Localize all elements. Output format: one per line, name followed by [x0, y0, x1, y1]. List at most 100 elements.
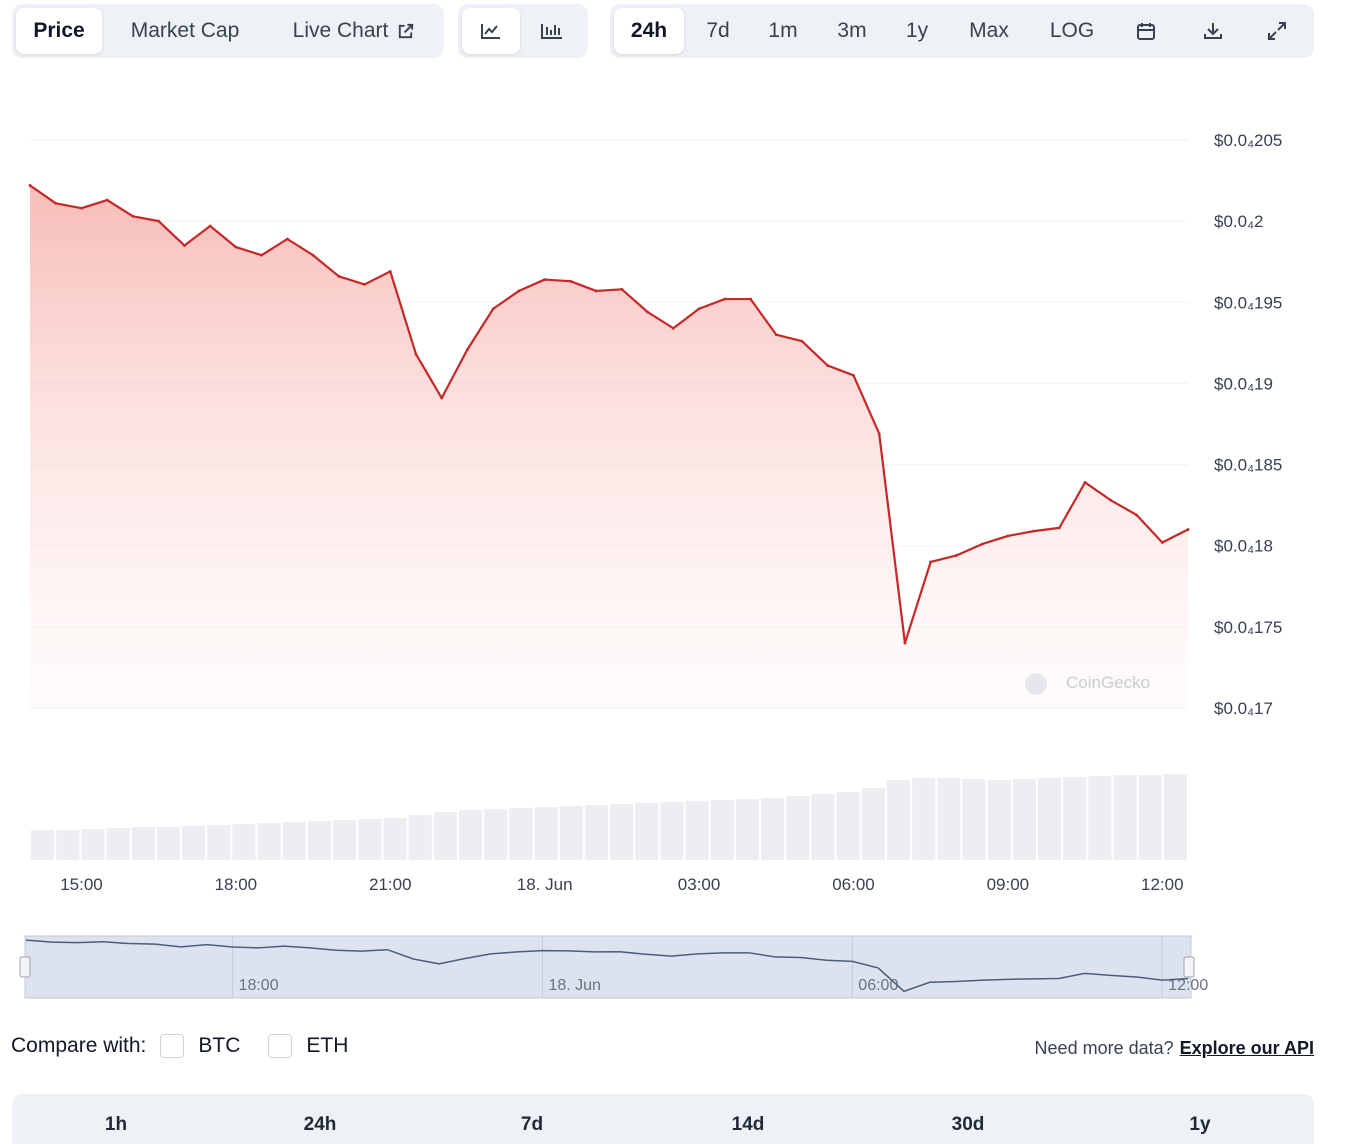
y-tick-label: $0.0₄2	[1214, 212, 1263, 231]
navigator-handle-left[interactable]	[19, 956, 31, 978]
range-1y[interactable]: 1y	[890, 8, 944, 54]
navigator-handle-right[interactable]	[1183, 956, 1195, 978]
download-button[interactable]	[1182, 8, 1244, 54]
price-point	[157, 219, 161, 223]
external-link-icon	[396, 22, 415, 41]
x-tick-label: 15:00	[60, 875, 103, 894]
perf-tab-30d[interactable]: 30d	[951, 1114, 985, 1135]
price-point	[1160, 541, 1164, 544]
price-point	[517, 289, 521, 293]
volume-bar	[106, 828, 130, 860]
volume-bar	[735, 799, 760, 860]
price-point	[54, 201, 58, 205]
compare-label: Compare with:	[11, 1034, 147, 1057]
volume-bar	[962, 779, 986, 860]
perf-tab-1h[interactable]: 1h	[104, 1114, 128, 1135]
navigator-tick-label: 12:00	[1168, 977, 1208, 994]
price-point	[105, 198, 109, 202]
navigator-tick-label: 06:00	[858, 977, 898, 994]
calendar-icon	[1136, 21, 1156, 41]
volume-bar	[458, 810, 483, 860]
price-point	[234, 245, 238, 249]
price-chart[interactable]: $0.0₄205 $0.0₄2 $0.0₄195 $0.0₄19 $0.0₄185 $0.…	[0, 60, 1354, 1010]
range-24h[interactable]: 24h	[614, 8, 684, 54]
price-point	[594, 289, 598, 293]
log-scale-toggle[interactable]: LOG	[1034, 8, 1110, 54]
price-point	[131, 214, 135, 218]
price-point	[543, 278, 547, 281]
volume-bar	[433, 812, 457, 860]
volume-bar	[635, 803, 659, 860]
range-7d[interactable]: 7d	[684, 8, 752, 54]
candlestick-chart-button[interactable]	[520, 8, 584, 54]
eth-checkbox[interactable]	[268, 1034, 293, 1058]
x-tick-label: 06:00	[832, 875, 875, 894]
y-tick-label: $0.0₄195	[1214, 293, 1282, 312]
volume-bar	[1163, 774, 1187, 860]
navigator-tick-label: 18:00	[239, 977, 279, 994]
range-1y-label: 1y	[905, 19, 929, 42]
calendar-button[interactable]	[1110, 8, 1182, 54]
price-point	[466, 347, 469, 351]
x-tick-label: 03:00	[678, 875, 721, 894]
perf-tab-14d[interactable]: 14d	[731, 1114, 765, 1135]
eth-label: ETH	[306, 1034, 349, 1057]
price-point	[414, 352, 418, 356]
line-chart-button[interactable]	[462, 8, 520, 54]
tab-live-chart[interactable]: Live Chart	[268, 8, 440, 54]
range-selector: 24h 7d 1m 3m 1y Max LOG	[610, 4, 1314, 58]
range-7d-label: 7d	[706, 19, 730, 42]
volume-bar	[1113, 775, 1137, 860]
price-point	[1032, 529, 1035, 533]
x-tick-label: 18:00	[215, 875, 258, 894]
price-point	[852, 373, 855, 377]
candlestick-chart-icon	[540, 22, 564, 40]
price-point	[491, 307, 495, 311]
volume-bar	[156, 827, 181, 860]
volume-bar	[81, 829, 105, 860]
explore-api-link[interactable]: Explore our API	[1179, 1038, 1314, 1058]
volume-bar	[56, 830, 80, 860]
log-scale-label: LOG	[1049, 19, 1095, 42]
price-point	[208, 224, 212, 228]
price-point	[569, 279, 572, 283]
y-tick-label: $0.0₄175	[1214, 618, 1282, 637]
price-point	[620, 287, 624, 291]
volume-bar	[1088, 776, 1112, 860]
price-point	[1057, 526, 1061, 530]
price-point	[877, 432, 881, 436]
api-promo: Need more data? Explore our API	[1035, 1038, 1314, 1059]
line-chart-icon	[480, 22, 502, 40]
range-max[interactable]: Max	[944, 8, 1034, 54]
range-24h-label: 24h	[630, 19, 668, 42]
perf-tab-1y[interactable]: 1y	[1189, 1114, 1211, 1135]
range-3m[interactable]: 3m	[814, 8, 890, 54]
btc-checkbox[interactable]	[160, 1034, 185, 1058]
range-1m[interactable]: 1m	[752, 8, 814, 54]
volume-bar	[1037, 778, 1062, 860]
volume-bar	[660, 802, 684, 860]
price-point	[260, 253, 263, 257]
volume-bar	[610, 804, 634, 860]
volume-bar	[1063, 777, 1087, 860]
price-point	[903, 641, 907, 645]
price-point	[800, 339, 804, 343]
volume-bar	[484, 809, 508, 860]
price-point	[363, 283, 366, 286]
tab-market-cap[interactable]: Market Cap	[102, 8, 268, 54]
price-point	[80, 206, 83, 210]
volume-bar	[257, 823, 281, 860]
perf-tab-7d[interactable]: 7d	[520, 1114, 544, 1135]
y-tick-label: $0.0₄17	[1214, 699, 1273, 718]
price-point	[697, 307, 701, 311]
volume-bar	[836, 792, 860, 860]
volume-bar	[987, 780, 1011, 860]
tab-price[interactable]: Price	[16, 8, 102, 54]
x-tick-label: 21:00	[369, 875, 412, 894]
volume-bar	[886, 780, 911, 860]
compare-section: Compare with: BTC ETH	[11, 1034, 362, 1058]
volume-bar	[1012, 779, 1036, 860]
expand-icon	[1267, 21, 1287, 41]
fullscreen-button[interactable]	[1244, 8, 1310, 54]
perf-tab-24h[interactable]: 24h	[303, 1114, 337, 1135]
